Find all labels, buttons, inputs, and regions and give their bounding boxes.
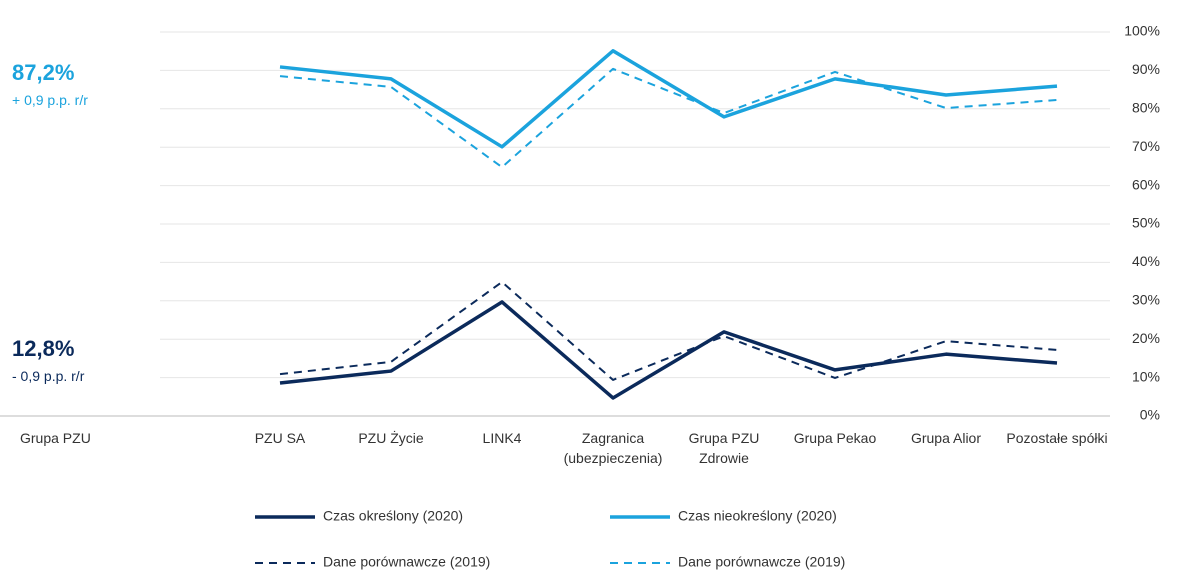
x-tick-label: Grupa Alior	[910, 430, 982, 446]
series-line	[279, 67, 1058, 169]
y-tick-label: 80%	[1132, 100, 1160, 116]
legend-label: Dane porównawcze (2019)	[323, 554, 490, 570]
y-tick-label: 70%	[1132, 138, 1160, 154]
summary-change: + 0,9 p.p. r/r	[12, 92, 88, 108]
summary-category: Grupa PZU	[20, 430, 91, 446]
x-tick-label: Zagranica (ubezpieczenia)	[563, 430, 663, 466]
legend-label: Dane porównawcze (2019)	[678, 554, 845, 570]
y-tick-label: 40%	[1132, 253, 1160, 269]
x-tick-label: PZU Życie	[358, 430, 424, 446]
series-line	[279, 300, 1058, 400]
summary-change: - 0,9 p.p. r/r	[12, 368, 85, 384]
summary-value: 12,8%	[12, 336, 75, 361]
x-tick-label: LINK4	[482, 430, 522, 446]
y-tick-label: 60%	[1132, 176, 1160, 192]
y-tick-label: 10%	[1132, 368, 1160, 384]
x-tick-label: PZU SA	[254, 430, 306, 446]
legend-label: Czas nieokreślony (2020)	[678, 508, 837, 524]
legend-label: Czas określony (2020)	[323, 508, 463, 524]
summary-value: 87,2%	[12, 60, 75, 85]
series-line	[279, 49, 1058, 149]
y-tick-label: 20%	[1132, 330, 1160, 346]
series-line	[279, 280, 1058, 381]
y-tick-label: 30%	[1132, 292, 1160, 308]
y-tick-label: 90%	[1132, 61, 1160, 77]
y-tick-label: 50%	[1132, 215, 1160, 231]
y-tick-label: 100%	[1124, 23, 1160, 39]
y-tick-label: 0%	[1140, 407, 1160, 423]
x-tick-label: Grupa PZU Zdrowie	[688, 430, 760, 466]
x-tick-label: Pozostałe spółki	[1006, 430, 1108, 446]
x-tick-label: Grupa Pekao	[793, 430, 877, 446]
